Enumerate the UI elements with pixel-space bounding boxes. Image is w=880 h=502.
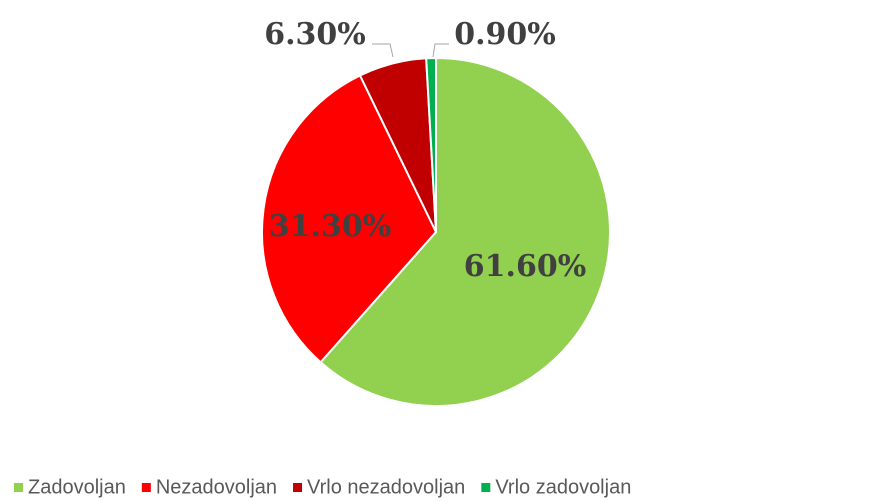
pie-slice bbox=[425, 56, 437, 233]
pie-slice bbox=[319, 56, 611, 407]
data-label: 61.60% bbox=[464, 249, 586, 284]
leader-line bbox=[372, 43, 394, 58]
data-label: 6.30% bbox=[264, 17, 366, 52]
legend-swatch bbox=[141, 483, 151, 492]
pie-slice bbox=[261, 74, 438, 364]
data-label: 31.30% bbox=[269, 209, 391, 244]
leader-line bbox=[432, 43, 449, 58]
legend-swatch bbox=[481, 483, 491, 492]
legend-label: Nezadovoljan bbox=[156, 476, 277, 498]
legend-swatch bbox=[14, 483, 23, 492]
legend-label: Vrlo zadovoljan bbox=[495, 476, 631, 498]
data-label: 0.90% bbox=[454, 17, 556, 52]
legend-label: Zadovoljan bbox=[28, 476, 126, 498]
legend-label: Vrlo nezadovoljan bbox=[307, 476, 465, 498]
legend-swatch bbox=[293, 483, 303, 492]
